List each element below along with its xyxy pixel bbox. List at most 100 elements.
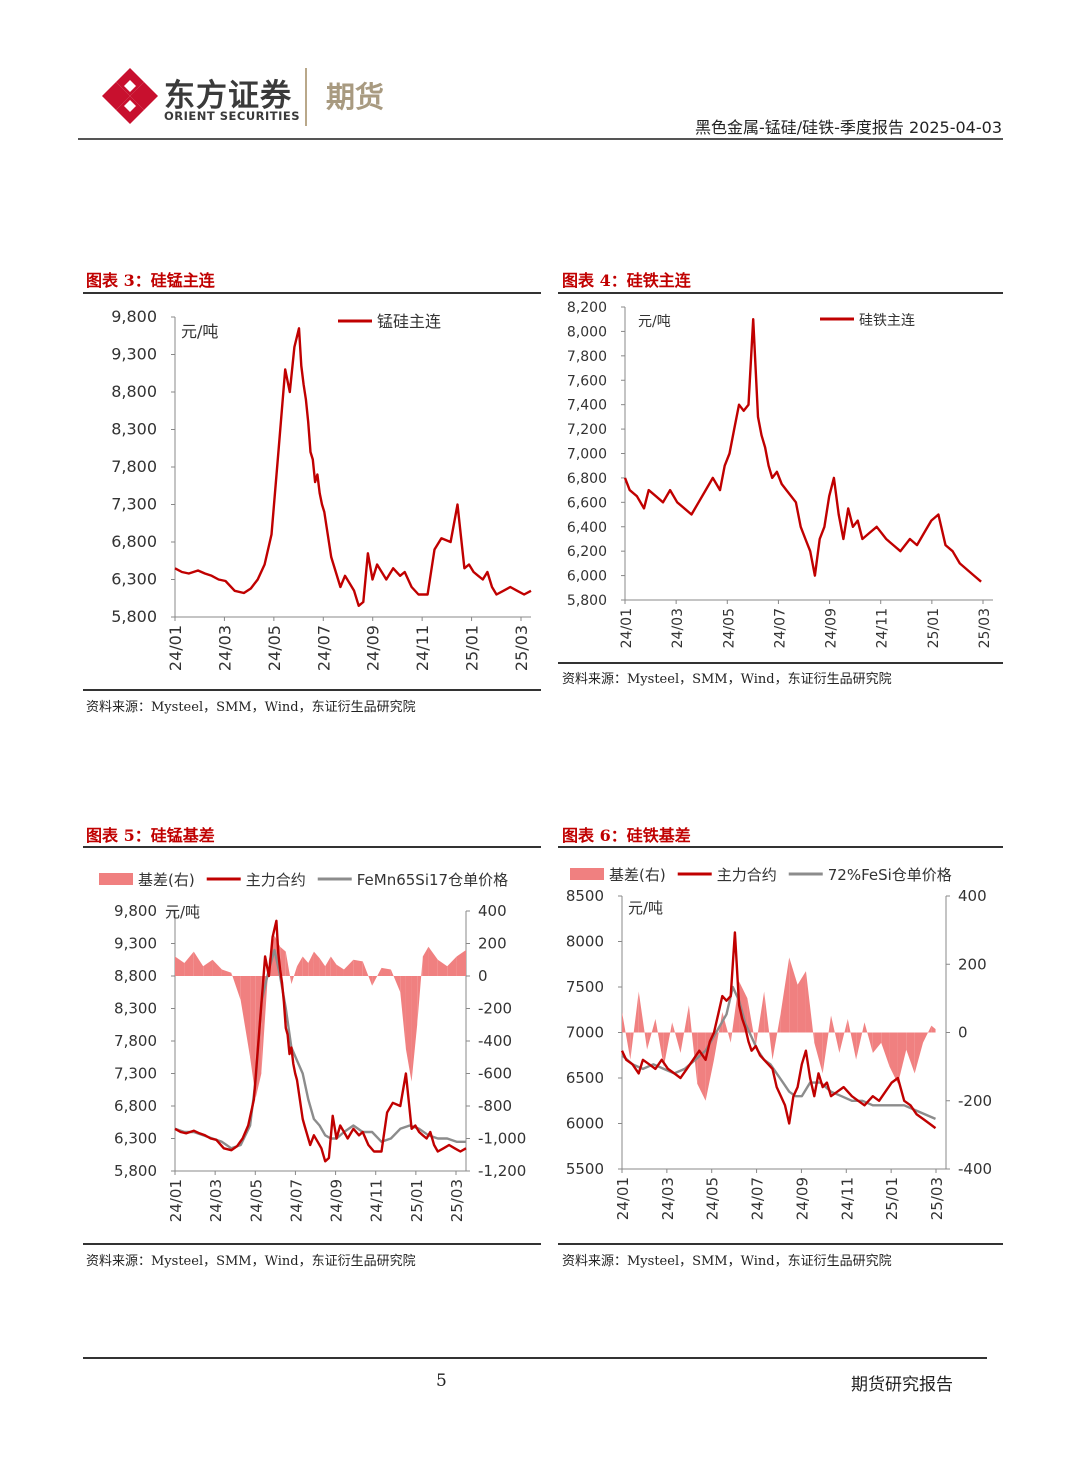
x-tick-label: 25/03: [977, 608, 993, 648]
legend-label: 硅铁主连: [859, 313, 915, 329]
y-tick-label: 7,800: [567, 349, 607, 365]
basis-area-segment: [897, 1032, 907, 1084]
x-tick-label: 24/07: [749, 1177, 767, 1220]
y2-tick-label: 200: [478, 935, 507, 953]
x-tick-label: 24/01: [167, 1179, 185, 1222]
x-tick-label: 24/11: [838, 1177, 856, 1220]
chart-6-source: 资料来源：Mysteel，SMM，Wind，东证衍生品研究院: [562, 1254, 892, 1269]
basis-area-segment: [362, 961, 373, 986]
footer-divider: [83, 1357, 987, 1359]
brand-separator: [305, 68, 307, 126]
basis-area-segment: [193, 951, 204, 976]
basis-area-segment: [847, 1018, 857, 1060]
y-tick-label: 6,200: [567, 544, 607, 560]
x-tick-label: 24/01: [166, 625, 185, 671]
basis-area-segment: [447, 956, 457, 976]
x-tick-label: 24/03: [670, 608, 686, 648]
y-tick-label: 8,200: [567, 300, 607, 316]
chart-3-title: 图表 3：硅锰主连: [86, 271, 215, 290]
x-tick-label: 24/05: [704, 1177, 722, 1220]
legend-label: 基差(右): [138, 871, 195, 889]
y-tick-label: 7,200: [567, 422, 607, 438]
x-tick-label: 24/11: [875, 608, 891, 648]
basis-area-segment: [906, 1032, 915, 1074]
basis-area-segment: [175, 956, 185, 976]
basis-area-segment: [417, 956, 423, 1025]
footer-label: 期货研究报告: [851, 1375, 953, 1395]
series-line: [620, 931, 937, 1130]
unit-label: 元/吨: [638, 314, 671, 330]
chart-5-bottom-rule: [83, 1243, 541, 1245]
x-tick-label: 24/05: [265, 625, 284, 671]
y2-tick-label: -1,000: [478, 1130, 526, 1148]
x-tick-label: 24/05: [721, 608, 737, 648]
y-tick-label: 6,600: [567, 495, 607, 511]
series-line: [174, 919, 467, 1163]
basis-area-segment: [240, 976, 251, 1058]
y-tick-label: 8,800: [114, 967, 157, 985]
legend-swatch: [570, 868, 604, 880]
report-title: 黑色金属-锰硅/硅铁-季度报告 2025-04-03: [694, 118, 1002, 137]
x-tick-label: 24/05: [247, 1179, 265, 1222]
basis-area-segment: [184, 951, 194, 976]
x-tick-label: 25/03: [512, 625, 531, 671]
legend-label: 锰硅主连: [377, 312, 441, 331]
basis-area-segment: [336, 964, 344, 976]
x-tick-label: 24/09: [364, 625, 383, 671]
basis-area-segment: [872, 1032, 882, 1053]
x-tick-label: 24/03: [207, 1179, 225, 1222]
y-tick-label: 8,300: [111, 420, 157, 439]
basis-area-segment: [456, 950, 466, 976]
chart-6-title: 图表 6：硅铁基差: [562, 826, 691, 845]
basis-area-segment: [923, 1025, 932, 1043]
x-tick-label: 24/03: [215, 625, 234, 671]
y-tick-label: 6000: [566, 1115, 604, 1133]
y2-tick-label: -800: [478, 1097, 512, 1115]
basis-area-segment: [411, 976, 418, 1082]
y-tick-label: 9,800: [111, 307, 157, 326]
chart-6-bottom-rule: [558, 1243, 1003, 1245]
basis-area-segment: [680, 1005, 689, 1053]
basis-area-segment: [647, 1018, 656, 1050]
y2-tick-label: 400: [958, 887, 987, 905]
basis-area-segment: [772, 1012, 781, 1060]
y-tick-label: 7,000: [567, 447, 607, 463]
basis-area-segment: [231, 972, 241, 1001]
basis-area-segment: [381, 967, 391, 976]
y-tick-label: 8,000: [567, 324, 607, 340]
basis-area-segment: [864, 1022, 873, 1053]
basis-area-segment: [914, 1032, 924, 1074]
basis-area-segment: [203, 959, 213, 976]
series-line: [623, 318, 982, 583]
legend-label: 主力合约: [246, 871, 306, 889]
y-tick-label: 7,600: [567, 373, 607, 389]
basis-area-segment: [372, 967, 382, 986]
y-tick-label: 5,800: [567, 593, 607, 609]
y-tick-label: 7500: [566, 978, 604, 996]
x-tick-label: 24/07: [287, 1179, 305, 1222]
unit-label: 元/吨: [181, 322, 218, 341]
basis-area-segment: [797, 971, 806, 1033]
y2-tick-label: 400: [478, 902, 507, 920]
basis-area-segment: [931, 1025, 936, 1033]
y2-tick-label: 0: [958, 1024, 968, 1042]
basis-area-segment: [308, 951, 314, 976]
y-tick-label: 8000: [566, 933, 604, 951]
basis-area-segment: [672, 1022, 681, 1053]
basis-area-segment: [313, 951, 320, 976]
basis-area-segment: [764, 991, 773, 1060]
y2-tick-label: -400: [958, 1160, 992, 1178]
y-tick-label: 7,300: [114, 1065, 157, 1083]
y-tick-label: 8500: [566, 887, 604, 905]
y-tick-label: 7,800: [111, 457, 157, 476]
basis-area-segment: [280, 946, 286, 976]
basis-area-segment: [422, 946, 429, 976]
y-tick-label: 5500: [566, 1160, 604, 1178]
basis-area-segment: [400, 976, 406, 1050]
basis-area-segment: [250, 976, 256, 1098]
basis-area-segment: [212, 959, 222, 976]
y-tick-label: 7,400: [567, 398, 607, 414]
legend-swatch: [99, 873, 133, 885]
basis-area-segment: [319, 958, 326, 976]
page-number: 5: [436, 1371, 447, 1391]
